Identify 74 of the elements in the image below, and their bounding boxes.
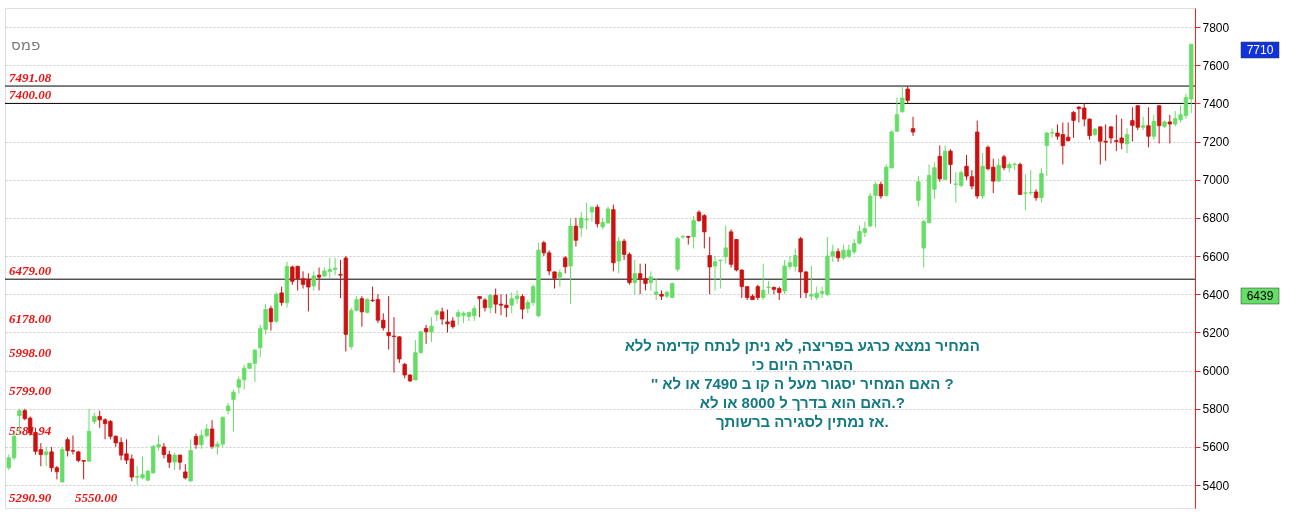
candlestick — [835, 247, 841, 263]
candlestick — [44, 446, 49, 467]
annotation: הסגירה היום כי — [751, 355, 854, 373]
ref-line-label: 7491.08 — [9, 70, 52, 86]
candlestick — [268, 305, 274, 332]
annotation: '' האם המחיר יסגור מעל ה קו ב 7490 או לא ? — [650, 374, 954, 392]
candlestick — [423, 324, 429, 345]
candlestick — [616, 236, 621, 274]
candlestick — [1071, 110, 1076, 139]
y-tick-label: 6000 — [1202, 364, 1230, 379]
y-tick-label: 6800 — [1202, 211, 1230, 226]
candlestick — [680, 234, 686, 240]
candlestick — [311, 270, 316, 291]
candlestick — [723, 225, 728, 265]
candlestick — [916, 175, 921, 207]
candlestick — [718, 259, 723, 290]
candlestick — [520, 293, 525, 320]
ref-line-label: 6479.00 — [9, 263, 52, 279]
candlestick — [231, 389, 236, 432]
candlestick — [573, 217, 579, 248]
candlestick — [595, 204, 600, 228]
candlestick — [1151, 114, 1156, 141]
candlestick — [359, 295, 365, 328]
y-tick-label: 6400 — [1202, 287, 1230, 302]
candlestick — [948, 148, 953, 185]
candlestick — [654, 278, 659, 301]
y-tick-label: 6200 — [1202, 325, 1230, 340]
candlestick — [1124, 127, 1130, 154]
candlestick — [648, 270, 653, 291]
candlestick — [761, 263, 766, 301]
candlestick — [1140, 116, 1146, 131]
annotation: 6178.00 — [9, 311, 52, 326]
candlestick — [477, 295, 482, 318]
y-tick-label: 5400 — [1202, 478, 1230, 493]
candlestick — [177, 454, 183, 471]
candlestick — [900, 85, 905, 114]
candlestick — [910, 116, 916, 137]
candlestick — [937, 144, 942, 183]
candlestick — [632, 259, 637, 295]
ref-line-label: 7400.00 — [9, 87, 52, 103]
candlestick — [712, 255, 718, 291]
y-tick-label: 7200 — [1202, 135, 1230, 150]
annotation: האם הוא בדרך ל 8000 או לא.? — [699, 394, 905, 412]
text: 7710 — [1246, 43, 1274, 57]
annotation: אז נמתין לסגירה ברשותך. — [715, 413, 889, 431]
annotation: 5550.00 — [75, 490, 118, 505]
candlestick — [1167, 114, 1173, 144]
annotation: המחיר נמצא כרגע בפריצה, לא ניתן לנתח קדימה ללא — [624, 336, 980, 354]
candlestick — [209, 419, 215, 450]
candlestick — [557, 268, 563, 288]
candlestick — [429, 316, 434, 343]
candlestick — [691, 215, 696, 249]
y-tick-label: 6600 — [1202, 249, 1230, 264]
y-tick-label: 7800 — [1202, 20, 1230, 35]
candlestick — [1146, 106, 1151, 148]
annotation: 5290.90 — [9, 490, 52, 505]
candlestick — [316, 267, 322, 291]
candlestick — [1033, 188, 1039, 202]
candlestick — [707, 236, 712, 295]
y-tick-label: 7000 — [1202, 173, 1230, 188]
candlestick — [996, 158, 1001, 183]
text: פמס — [11, 36, 41, 54]
annotation: 5799.00 — [9, 383, 52, 398]
y-tick-label: 7400 — [1202, 96, 1230, 111]
candlestick — [488, 293, 493, 314]
y-tick-label: 5600 — [1202, 440, 1230, 455]
candlestick — [589, 205, 595, 223]
text: 6439 — [1246, 289, 1274, 303]
y-tick-label: 7600 — [1202, 58, 1230, 73]
candlestick — [1156, 104, 1162, 144]
candlestick — [225, 402, 231, 415]
annotation: 5998.00 — [9, 345, 52, 360]
y-tick-label: 5800 — [1202, 402, 1230, 417]
candlestick — [279, 286, 284, 307]
